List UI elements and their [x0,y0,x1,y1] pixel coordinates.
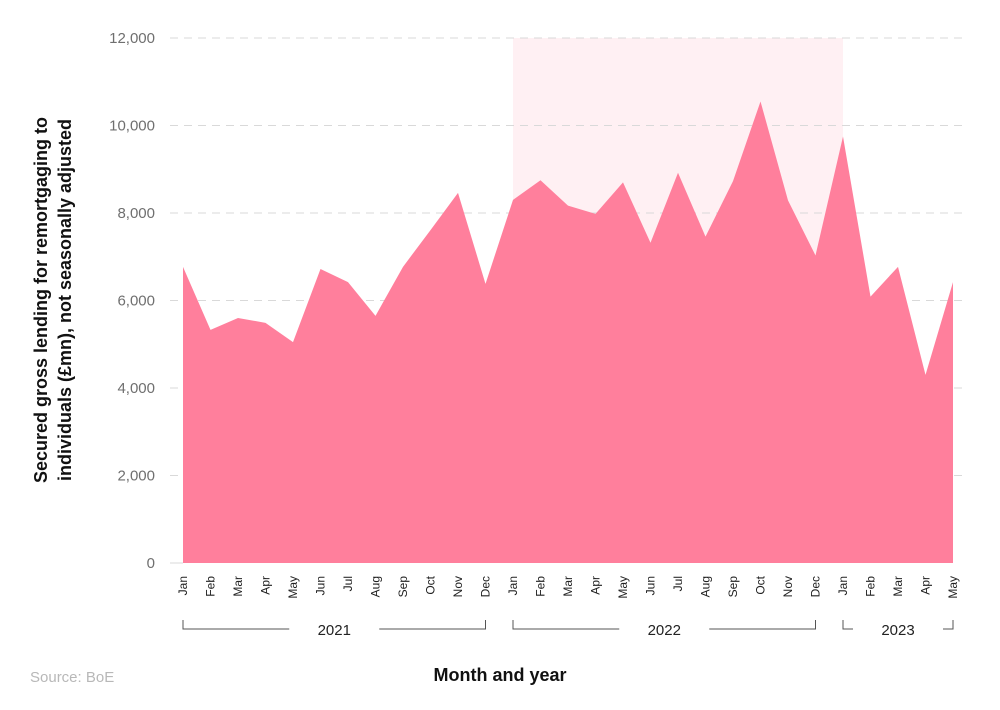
x-tick-label: Feb [204,576,218,597]
y-axis-title: Secured gross lending for remortgaging t… [31,117,51,483]
x-tick-label: Apr [259,576,273,595]
x-tick-label: Nov [451,576,465,597]
year-label: 2022 [648,622,681,639]
x-tick-label: Oct [424,575,438,594]
y-tick-label: 12,000 [109,30,155,47]
x-tick-label: Jan [506,576,520,595]
x-tick-label: Mar [891,576,905,597]
y-tick-label: 10,000 [109,118,155,135]
area-series [183,101,953,563]
x-tick-label: Dec [809,576,823,597]
x-tick-label: May [946,576,960,599]
x-tick-label: Jan [836,576,850,595]
y-tick-label: 4,000 [117,380,155,397]
x-tick-label: Mar [561,576,575,597]
y-tick-label: 6,000 [117,293,155,310]
year-bracket [182,620,486,630]
x-tick-label: Nov [781,576,795,597]
x-tick-label: Jul [671,576,685,591]
x-tick-label: Feb [864,576,878,597]
x-tick-label: Aug [369,576,383,597]
x-tick-label: Mar [231,576,245,597]
x-axis-title: Month and year [433,665,566,685]
year-bracket [512,620,816,630]
x-tick-label: Apr [589,576,603,595]
x-tick-label: Jul [341,576,355,591]
x-tick-label: Sep [396,576,410,598]
y-tick-label: 0 [147,555,155,572]
year-label: 2023 [881,622,914,639]
x-tick-label: Jun [644,576,658,595]
y-axis-title: individuals (£mn), not seasonally adjust… [55,119,75,481]
x-tick-label: Dec [479,576,493,597]
x-tick-label: May [286,576,300,599]
x-tick-label: Aug [699,576,713,597]
x-tick-label: Feb [534,576,548,597]
x-tick-label: Sep [726,576,740,598]
x-tick-label: Jun [314,576,328,595]
year-bracket [842,620,954,630]
year-label: 2021 [318,622,351,639]
y-tick-label: 8,000 [117,205,155,222]
y-tick-label: 2,000 [117,468,155,485]
x-tick-label: Jan [176,576,190,595]
source-note: Source: BoE [30,669,115,686]
x-tick-label: Apr [919,576,933,595]
x-tick-label: May [616,576,630,599]
x-tick-label: Oct [754,575,768,594]
